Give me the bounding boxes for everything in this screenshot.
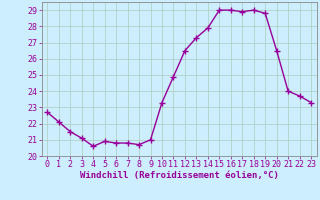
X-axis label: Windchill (Refroidissement éolien,°C): Windchill (Refroidissement éolien,°C) [80, 171, 279, 180]
